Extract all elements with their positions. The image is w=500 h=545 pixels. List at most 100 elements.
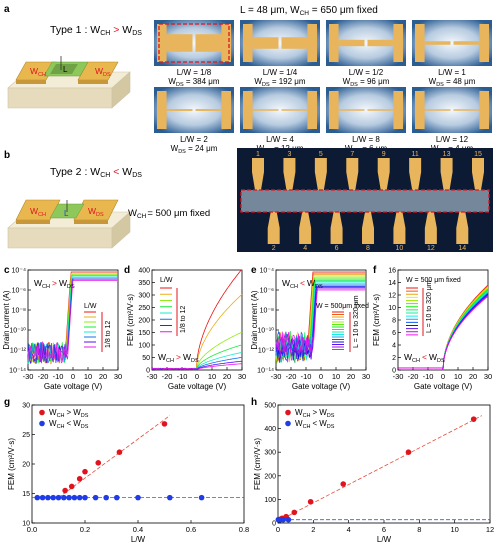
x-tick-label: 0: [319, 372, 323, 381]
legend-range: 1/8 to 12: [105, 321, 112, 348]
x-tick-label: 10: [208, 372, 216, 381]
x-tick-label: -10: [301, 372, 312, 381]
y-tick-label: 500: [264, 403, 276, 410]
data-point: [40, 495, 46, 501]
x-axis-label: Gate voltage (V): [44, 382, 103, 391]
electrode-pad: [157, 91, 167, 129]
x-tick-label: 0: [276, 525, 280, 534]
data-point: [61, 495, 67, 501]
device-micrograph: L/W = 1/2WDS = 96 μm: [326, 20, 406, 88]
y-tick-label: 0: [146, 368, 150, 375]
y-axis-label: FEM (cm²/V·s): [253, 438, 262, 490]
data-point: [471, 416, 477, 422]
condition-annotation: WCH < WDS: [404, 352, 445, 364]
electrode-number: 13: [443, 151, 451, 158]
data-point: [114, 495, 120, 501]
data-point: [340, 481, 346, 487]
electrode-number: 10: [396, 245, 404, 252]
type2-label: Type 2 : WCH < WDS: [50, 166, 142, 179]
x-tick-label: 30: [484, 372, 492, 381]
y-tick-label: 300: [138, 293, 150, 300]
electrode-arm: [196, 34, 222, 52]
y-axis-label: FEM (cm²/V·s): [126, 294, 135, 346]
electrode-number: 4: [303, 245, 307, 252]
electrode-number: 5: [319, 151, 323, 158]
panel-letter-g: g: [4, 397, 10, 408]
data-point: [62, 488, 68, 494]
panel-b-schematic: Type 2 : WCH < WDS L WCH WDS: [8, 166, 142, 248]
plot-g: 0.0 0.2 0.4 0.6 0.8 10 15 20 25 30 L/W FEM (cm²/V·s…: [7, 403, 249, 545]
panel-letter-a: a: [4, 4, 10, 15]
panel-letter-f: f: [373, 265, 377, 276]
electrode-arm: [454, 109, 480, 111]
x-tick-label: 10: [454, 372, 462, 381]
transfer-curve: [28, 280, 117, 362]
device-micrograph: L/W = 1/4WDS = 192 μm: [240, 20, 320, 88]
y-tick-label: 10⁻¹²: [258, 348, 275, 355]
electrode-pad: [307, 24, 317, 62]
device-lw-label: L/W = 4: [266, 135, 294, 144]
x-tick-label: 0: [195, 372, 199, 381]
data-point: [308, 499, 314, 505]
electrode-arm: [282, 109, 308, 111]
electrode-pad: [307, 91, 317, 129]
y-tick-label: 10: [22, 521, 30, 528]
device-wds-label: WDS = 24 μm: [171, 144, 218, 155]
data-point: [117, 449, 123, 455]
y-tick-label: 15: [22, 491, 30, 498]
electrode-arm: [253, 37, 279, 49]
x-tick-label: 8: [417, 525, 421, 534]
data-point: [77, 476, 83, 482]
electrode-arm: [253, 109, 279, 111]
transfer-curve: [276, 282, 365, 364]
y-tick-label: 10⁻⁶: [260, 288, 274, 295]
x-tick-label: 10: [450, 525, 458, 534]
data-point: [135, 495, 141, 501]
data-point: [280, 517, 286, 523]
legend-range: 1/8 to 12: [180, 306, 187, 333]
x-tick-label: 0.2: [80, 525, 90, 534]
y-tick-label: 10: [388, 305, 396, 312]
device-micrograph: L/W = 12WDS = 4 μm: [412, 87, 492, 155]
y-tick-label: 2: [392, 355, 396, 362]
data-point: [82, 495, 88, 501]
plot-c: -30 -20 -10 0 10 20 30 10⁻¹⁴ 10⁻¹² 10⁻¹⁰ 10⁻⁸ 10⁻⁶ 1…: [2, 268, 122, 392]
device-lw-label: L/W = 1/8: [177, 68, 212, 77]
panel-letter-b: b: [4, 150, 10, 161]
panel-a-micrographs: L/W = 1/8WDS = 384 μmL/W = 1/4WDS = 192 …: [154, 20, 492, 155]
legend-marker: [285, 410, 291, 416]
data-point: [93, 495, 99, 501]
x-tick-label: -20: [38, 372, 49, 381]
x-tick-label: 12: [486, 525, 494, 534]
device-micrograph: L/W = 8WDS = 6 μm: [326, 87, 406, 155]
electrode-arm: [339, 109, 365, 111]
legend-title: L/W: [160, 277, 173, 284]
y-tick-label: 150: [138, 330, 150, 337]
data-point: [167, 495, 173, 501]
legend-label: WCH > WDS: [295, 408, 335, 419]
legend-title: W = 500μm fixed: [316, 303, 369, 310]
y-tick-label: 10⁻¹⁴: [9, 368, 26, 375]
electrode-number: 3: [287, 151, 291, 158]
electrode-arm: [339, 40, 365, 46]
electrode-arm: [425, 109, 451, 111]
x-tick-label: -20: [408, 372, 419, 381]
plot-frame: [32, 405, 244, 523]
legend-marker: [39, 421, 45, 427]
plot-h: 0 2 4 6 8 10 12 0 100 200 300 400 500 L/W FEM (cm²/V·s…: [253, 403, 494, 545]
y-tick-label: 10⁻⁴: [12, 268, 27, 275]
x-axis-label: L/W: [377, 535, 392, 544]
x-axis-label: L/W: [131, 535, 146, 544]
legend-label: WCH < WDS: [295, 419, 335, 430]
data-point: [50, 495, 56, 501]
plot-frame: [278, 405, 490, 523]
x-axis-label: Gate voltage (V): [168, 382, 227, 391]
x-tick-label: 4: [347, 525, 351, 534]
y-tick-label: 4: [392, 343, 396, 350]
condition-annotation: WCH < WDS: [282, 278, 323, 290]
y-tick-label: 14: [388, 280, 396, 287]
panel-b-micrograph: 1 3 5 7 9 11 13 152 4 6 8 10 12 14: [237, 148, 493, 252]
panel-letter-h: h: [251, 397, 257, 408]
electrode-pad: [393, 24, 403, 62]
x-tick-label: 0.8: [239, 525, 249, 534]
